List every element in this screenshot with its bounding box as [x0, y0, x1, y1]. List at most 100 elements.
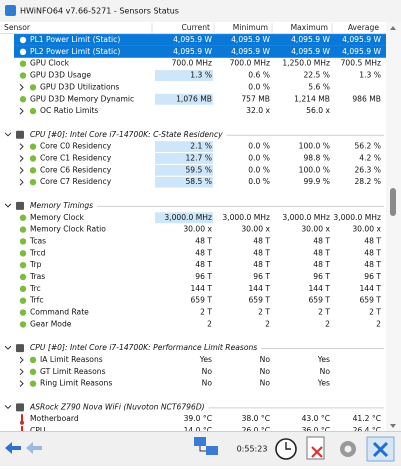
close-button[interactable] [366, 436, 395, 462]
group-title: CPU [#0]: Intel Core i7-14700K: Performa… [30, 343, 257, 352]
sensor-group-header[interactable]: ASRock Z790 Nova WiFi (Nuvoton NCT6796D) [4, 402, 384, 412]
sensor-row[interactable]: Core C6 Residency 59.5 % 0.0 % 100.0 % 26.3 … [19, 164, 381, 176]
sensor-row[interactable]: Tcas 48 T 48 T 48 T 48 T [19, 236, 382, 245]
network-button[interactable] [194, 437, 218, 455]
sensor-row[interactable]: GPU D3D Memory Dynamic 1,076 MB 757 MB 1,21… [19, 93, 381, 105]
sensor-row[interactable]: Trcd 48 T 48 T 48 T 48 T [19, 248, 382, 257]
sensor-minimum: 4,095.9 W [231, 35, 270, 44]
scrollbar[interactable] [386, 22, 401, 431]
settings-button[interactable] [340, 441, 356, 457]
sensor-row[interactable]: PL1 Power Limit (Static) 4,095.9 W 4,095.9… [14, 34, 386, 46]
sensor-name: Memory Clock [30, 213, 85, 222]
sensor-icon [19, 214, 27, 221]
sensor-icon [19, 96, 27, 103]
sensor-minimum: 32.0 x [246, 106, 270, 115]
sensor-group-header[interactable]: Memory Timings [4, 201, 384, 210]
sensor-average: 41.2 °C [353, 414, 381, 423]
sensor-icon [19, 309, 27, 316]
expand-arrow [19, 166, 24, 174]
sensor-icon [19, 250, 27, 257]
sensor-name: Trcd [29, 248, 46, 257]
sensor-current: 3,000.0 MHz [164, 213, 212, 222]
sensor-maximum: 22.5 % [303, 71, 330, 80]
sensor-average: 48 T [364, 236, 381, 245]
column-header [0, 22, 386, 34]
sensor-row[interactable]: Ring Limit Reasons No No Yes [19, 379, 330, 388]
sensor-current: 144 T [190, 284, 212, 293]
sensor-maximum: 4,095.9 W [291, 47, 330, 56]
sensor-icon [29, 179, 37, 186]
selection-highlight [14, 34, 386, 46]
scrollbar-thumb[interactable] [390, 188, 396, 216]
sensor-average: 4,095.9 W [342, 47, 381, 56]
sensor-icon [19, 285, 27, 293]
sensor-row[interactable]: Gear Mode 2 2 2 2 [19, 319, 381, 328]
sensor-row[interactable]: GPU D3D Usage 1.3 % 0.6 % 22.5 % 1.3 % [19, 70, 381, 81]
sensor-name: Motherboard [30, 414, 79, 423]
sensor-minimum: 30.00 x [241, 225, 270, 234]
sensor-row[interactable]: OC Ratio Limits 32.0 x 56.0 x [19, 106, 330, 115]
sensor-group-header[interactable]: CPU [#0]: Intel Core i7-14700K: Performa… [4, 343, 384, 353]
sensor-row[interactable]: Core C7 Residency 58.5 % 0.0 % 99.9 % 28.2 % [19, 176, 381, 188]
sensor-maximum: Yes [317, 379, 330, 388]
sensor-row[interactable]: Command Rate 2 T 2 T 2 T 2 T [19, 308, 382, 317]
column-header-label: Average [348, 23, 380, 32]
sensor-icon [29, 380, 37, 387]
sensor-group-header[interactable]: CPU [#0]: Intel Core i7-14700K: C-State … [4, 130, 384, 139]
sensor-row[interactable]: GPU Clock 700.0 MHz 700.0 MHz 1,250.0 MHz 70… [19, 59, 381, 68]
sensor-average: 4,095.9 W [342, 35, 381, 44]
sensor-name: PL2 Power Limit (Static) [30, 47, 120, 56]
reset-button[interactable] [306, 436, 325, 460]
sensor-minimum: 96 T [253, 272, 270, 281]
sensor-icon [29, 356, 37, 364]
sensor-row[interactable]: Core C0 Residency 2.1 % 0.0 % 100.0 % 56.2 % [19, 141, 381, 153]
sensor-icon [19, 261, 27, 269]
sensor-row[interactable]: PL2 Power Limit (Static) 4,095.9 W 4,095.9… [14, 45, 386, 58]
sensor-row[interactable]: GPU D3D Utilizations 0.0 % 5.6 % [19, 82, 330, 91]
group-title: ASRock Z790 Nova WiFi (Nuvoton NCT6796D) [29, 402, 205, 411]
sensor-row[interactable]: CPU 14.0 °C 26.0 °C 36.0 °C 26.4 °C [20, 426, 381, 437]
sensor-current: 58.5 % [185, 177, 212, 186]
sensor-average: 4.2 % [359, 154, 381, 163]
sensor-icon [29, 368, 37, 375]
sensor-row[interactable]: Motherboard 39.0 °C 38.0 °C 43.0 °C 41.2 °C [20, 414, 381, 425]
collapse-arrow [4, 345, 12, 350]
sensor-row[interactable]: Trc 144 T 144 T 144 T 144 T [19, 284, 382, 293]
sensor-maximum: 144 T [308, 284, 330, 293]
sensor-average: 30.00 x [352, 225, 381, 234]
sensor-row[interactable]: Memory Clock 3,000.0 MHz 3,000.0 MHz 3,000.… [19, 212, 381, 224]
sensor-average: 659 T [359, 296, 381, 305]
elapsed-time: 0:55:23 [237, 445, 268, 454]
sensor-minimum: 700.0 MHz [230, 59, 270, 68]
current-value-highlight [155, 153, 213, 164]
sensor-row[interactable]: Memory Clock Ratio 30.00 x 30.00 x 30.00 x 3… [19, 225, 382, 234]
sensor-current: 12.7 % [185, 154, 212, 163]
sensor-current: 48 T [195, 236, 212, 245]
sensor-current: 14.0 °C [184, 426, 212, 435]
group-icon [16, 130, 24, 139]
expand-arrow [19, 155, 24, 162]
sensor-row[interactable]: Trfc 659 T 659 T 659 T 659 T [19, 296, 382, 305]
sensor-row[interactable]: Core C1 Residency 12.7 % 0.0 % 98.8 % 4.2 % [19, 153, 381, 164]
sensor-minimum: 757 MB [241, 94, 270, 103]
sensor-row[interactable]: Trp 48 T 48 T 48 T 48 T [19, 260, 382, 269]
column-header-label: Current [181, 23, 210, 32]
sensor-icon [19, 48, 27, 56]
sensor-maximum: 4,095.9 W [291, 35, 330, 44]
sensor-maximum: 2 [325, 319, 330, 328]
expand-arrow [19, 368, 24, 376]
nav-back-button[interactable] [5, 442, 42, 454]
sensor-average: 48 T [364, 260, 381, 269]
sensor-minimum: 0.0 % [248, 165, 270, 174]
sensor-name: Core C1 Residency [40, 154, 112, 163]
sensor-row[interactable]: GT Limit Reasons No No No [19, 367, 330, 376]
sensor-maximum: 100.0 % [299, 142, 330, 151]
sensor-maximum: 5.6 % [308, 82, 330, 91]
expand-arrow [19, 380, 24, 388]
clock-button[interactable] [275, 438, 297, 460]
sensor-icon [29, 143, 37, 150]
sensor-name: GPU D3D Utilizations [40, 82, 119, 91]
sensor-row[interactable]: IA Limit Reasons Yes No Yes [19, 355, 330, 364]
sensor-icon [19, 321, 27, 328]
sensor-row[interactable]: Tras 96 T 96 T 96 T 96 T [19, 272, 382, 281]
